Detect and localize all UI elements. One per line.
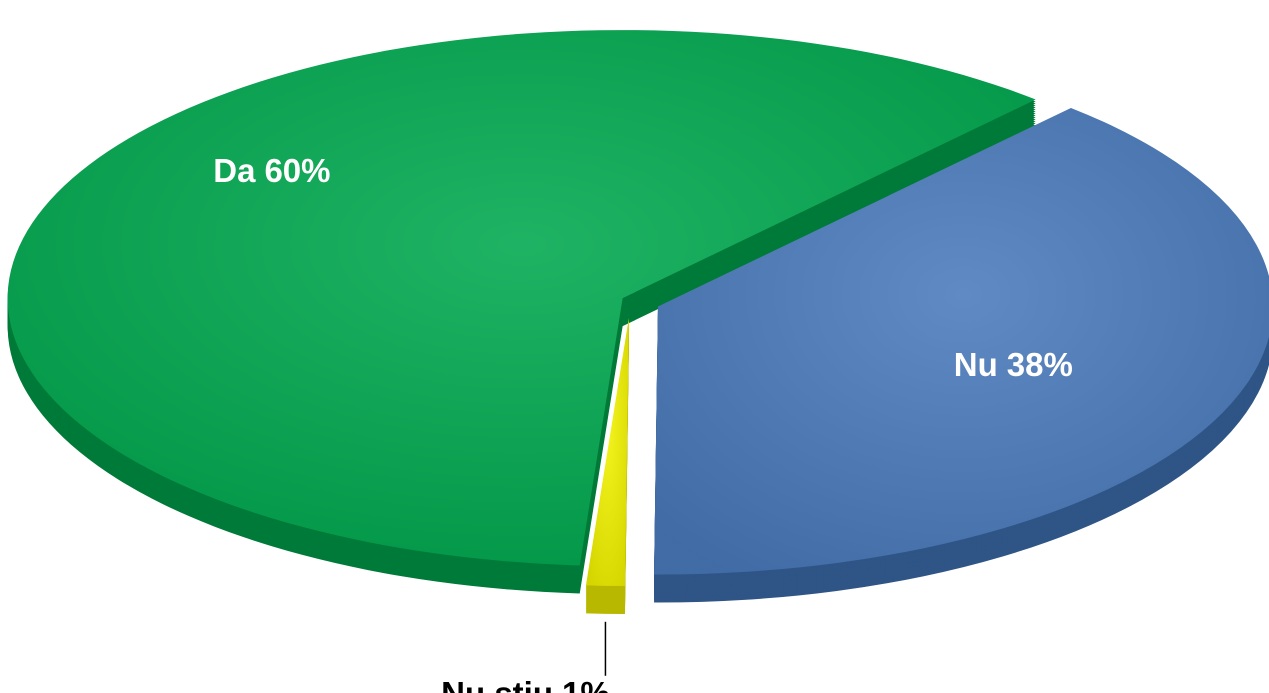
label-category: Da	[213, 152, 256, 189]
label-category: Nu stiu	[441, 675, 553, 693]
data-label: Nu stiu 1%	[441, 675, 610, 693]
label-value: 38%	[1007, 346, 1073, 383]
label-value: 1%	[562, 675, 610, 693]
slice	[654, 107, 1269, 603]
slice	[7, 30, 1036, 594]
slice	[585, 317, 629, 614]
data-label: Da 60%	[213, 152, 330, 189]
label-value: 60%	[264, 152, 330, 189]
data-label: Nu 38%	[954, 346, 1073, 383]
slice-shade	[585, 317, 629, 586]
slice-shade	[7, 30, 1036, 566]
label-category: Nu	[954, 346, 998, 383]
slice-shade	[654, 107, 1269, 575]
